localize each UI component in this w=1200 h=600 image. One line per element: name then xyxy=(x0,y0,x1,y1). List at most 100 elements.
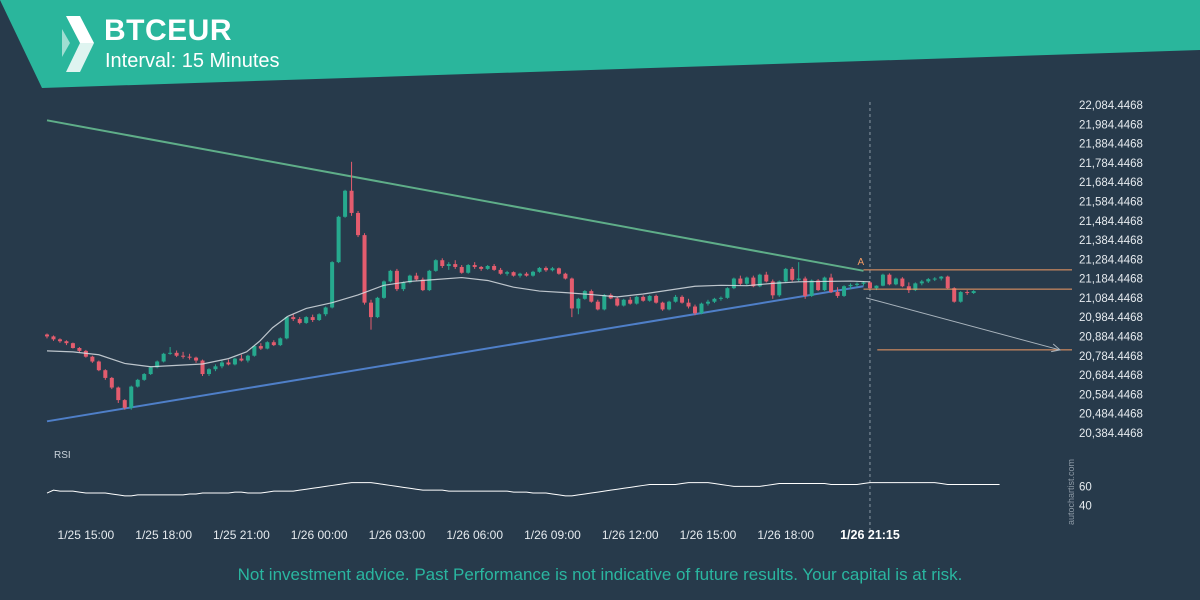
candle-body xyxy=(194,357,199,361)
candle-body xyxy=(70,343,75,348)
support-trendline xyxy=(46,285,864,423)
candle-body xyxy=(181,355,186,357)
candle xyxy=(174,350,179,358)
candle xyxy=(258,343,263,350)
candle-body xyxy=(686,302,691,307)
projection-arrow-line xyxy=(865,297,1061,351)
rsi-tick-label: 60 xyxy=(1079,481,1092,493)
candle xyxy=(148,366,153,376)
candle xyxy=(692,304,698,316)
candle-body xyxy=(291,317,296,320)
candle-body xyxy=(129,386,134,408)
projection-arrow-head xyxy=(1051,343,1062,353)
candle-body xyxy=(414,275,419,280)
candle xyxy=(842,285,847,297)
candle-body xyxy=(848,284,853,287)
candle-body xyxy=(854,283,860,285)
candle xyxy=(809,279,814,297)
candle xyxy=(414,272,419,281)
candle-body xyxy=(628,299,633,304)
candle xyxy=(634,295,639,305)
candle-body xyxy=(122,400,127,408)
candle-body xyxy=(356,212,361,236)
candle xyxy=(336,215,341,264)
candle-body xyxy=(401,282,406,290)
candle-body xyxy=(731,278,736,289)
candle-body xyxy=(278,338,283,346)
candle xyxy=(109,376,114,390)
candle xyxy=(829,273,834,294)
price-tick-label: 21,884.4468 xyxy=(1079,139,1143,151)
candle xyxy=(744,276,749,286)
candle-body xyxy=(796,278,801,280)
candle xyxy=(356,211,361,238)
candle-body xyxy=(667,301,672,310)
candle xyxy=(893,277,898,286)
candle-body xyxy=(939,276,944,279)
candle-body xyxy=(479,266,484,269)
candle-body xyxy=(692,306,698,314)
candle xyxy=(563,272,568,280)
candle-body xyxy=(932,278,937,280)
candle xyxy=(550,266,555,272)
candle xyxy=(595,299,600,311)
candle xyxy=(854,282,860,288)
candle xyxy=(349,161,354,216)
candle-body xyxy=(900,278,905,287)
candle-body xyxy=(634,296,639,304)
candle-body xyxy=(368,302,374,318)
candle xyxy=(317,313,322,321)
candle-body xyxy=(394,270,399,290)
candle-body xyxy=(816,280,821,291)
candle xyxy=(919,279,924,286)
candle xyxy=(770,279,775,299)
price-tick-label: 21,584.4468 xyxy=(1079,196,1143,208)
candle xyxy=(945,275,950,290)
price-tick-label: 20,384.4468 xyxy=(1079,428,1143,440)
candle xyxy=(252,345,257,357)
candle-body xyxy=(446,264,451,266)
candle-body xyxy=(232,358,237,365)
candle-body xyxy=(770,281,775,296)
candle-body xyxy=(595,301,600,310)
candle-body xyxy=(213,366,218,370)
rsi-line xyxy=(46,482,1000,497)
candle-body xyxy=(893,278,898,285)
candle-body xyxy=(919,281,924,284)
candle xyxy=(887,273,892,286)
candle-body xyxy=(712,298,717,302)
candle xyxy=(142,373,147,381)
candle xyxy=(343,189,348,218)
candle-body xyxy=(466,265,471,273)
candle-body xyxy=(310,317,315,321)
candle xyxy=(453,260,458,269)
candle xyxy=(433,259,438,272)
candle xyxy=(394,268,399,292)
candle xyxy=(738,275,743,286)
candle xyxy=(582,290,587,300)
time-tick-label: 1/25 18:00 xyxy=(135,528,192,542)
candle-body xyxy=(492,265,497,270)
candle-body xyxy=(161,353,166,362)
candle xyxy=(712,297,717,304)
candle xyxy=(310,314,315,322)
candle-body xyxy=(524,273,529,276)
candle xyxy=(362,233,367,305)
risk-disclaimer: Not investment advice. Past Performance … xyxy=(237,565,963,584)
candle xyxy=(116,386,121,403)
candle-body xyxy=(57,339,62,342)
candle-body xyxy=(556,268,561,274)
candle xyxy=(511,271,516,277)
candle-body xyxy=(543,267,548,271)
candle-body xyxy=(375,297,380,318)
candle-body xyxy=(297,319,302,323)
candle-body xyxy=(459,266,464,273)
candle-body xyxy=(751,277,756,287)
candle xyxy=(971,290,976,294)
candle xyxy=(641,295,646,302)
candle xyxy=(505,270,510,276)
candle xyxy=(401,281,406,292)
price-tick-label: 21,084.4468 xyxy=(1079,293,1143,305)
candle xyxy=(900,277,905,288)
candle-body xyxy=(142,374,147,380)
